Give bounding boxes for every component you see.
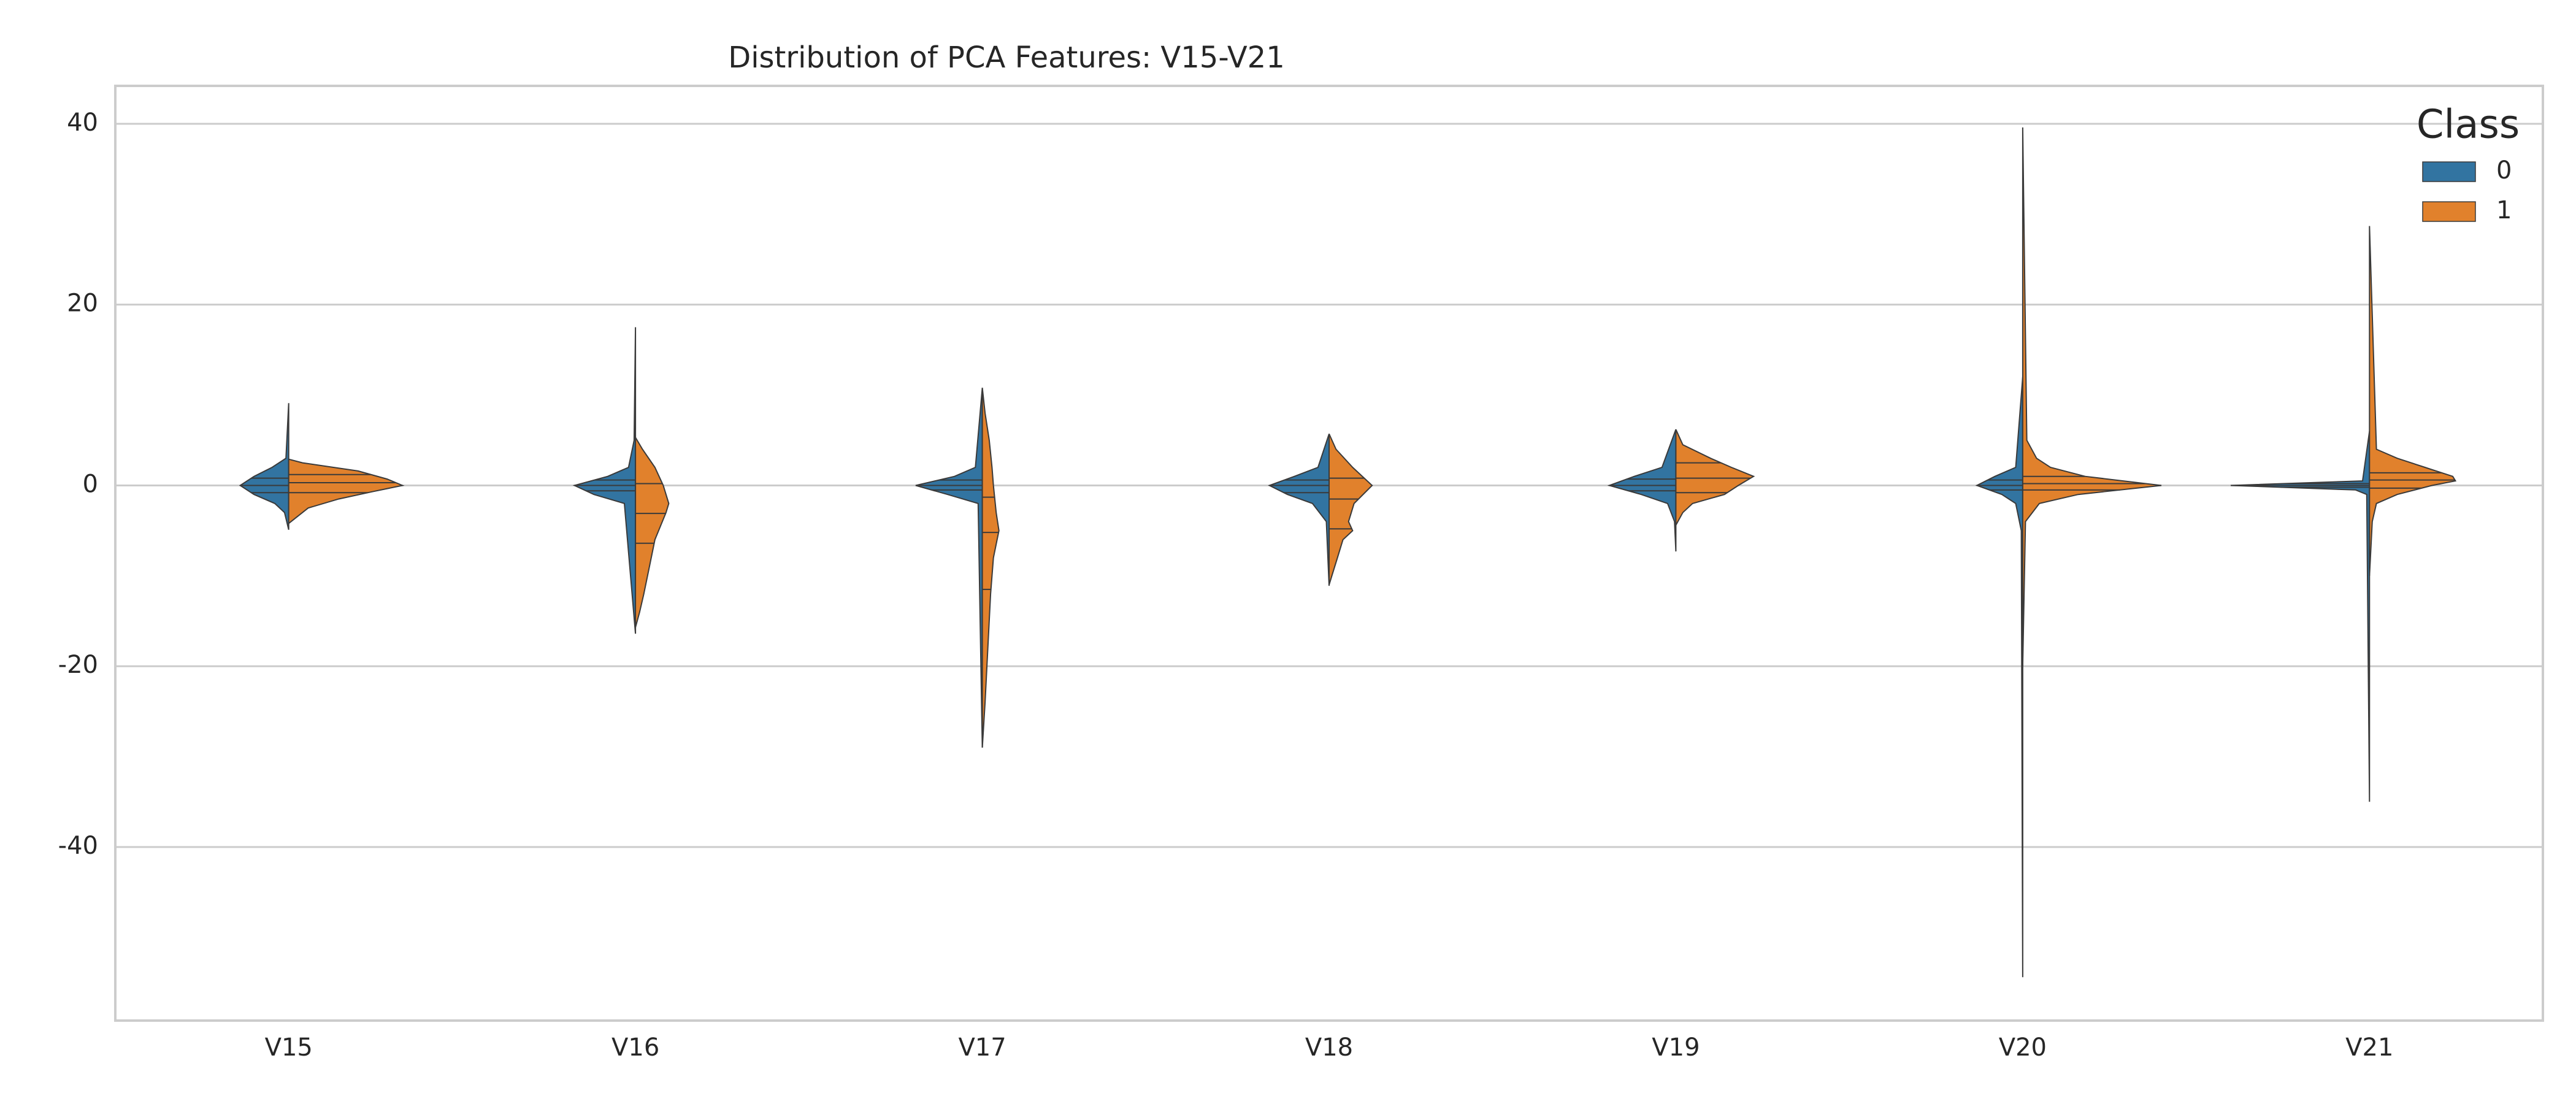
y-tick-label: -40 — [58, 832, 98, 860]
x-tick-label: V20 — [1999, 1033, 2047, 1062]
x-tick-label: V18 — [1305, 1033, 1353, 1062]
x-tick-label: V16 — [611, 1033, 659, 1062]
violin-half — [1675, 429, 1755, 526]
violin-half — [288, 458, 405, 525]
violin-half — [635, 435, 670, 628]
y-tick-label: 0 — [83, 470, 98, 498]
legend-swatch — [2422, 201, 2476, 222]
violin-half — [1975, 377, 2023, 978]
x-tick-label: V15 — [265, 1033, 313, 1062]
y-tick-label: 20 — [67, 289, 98, 318]
violin-half — [915, 388, 983, 748]
x-tick-label: V17 — [958, 1033, 1006, 1062]
violin-half — [981, 388, 1000, 748]
violin-half — [2231, 431, 2371, 802]
legend-label: 1 — [2496, 196, 2512, 224]
chart-title: Distribution of PCA Features: V15-V21 — [728, 40, 1285, 75]
violin-half — [1328, 433, 1373, 585]
legend-title: Class — [2417, 102, 2520, 148]
violin-half — [2022, 127, 2162, 667]
y-tick-label: -20 — [58, 651, 98, 679]
legend-swatch — [2422, 161, 2476, 182]
x-tick-label: V19 — [1652, 1033, 1700, 1062]
plot-border — [114, 85, 2544, 1022]
violin-half — [1268, 434, 1330, 586]
y-tick-label: 40 — [67, 109, 98, 137]
legend-label: 0 — [2496, 156, 2512, 185]
x-tick-label: V21 — [2345, 1033, 2393, 1062]
violin-half — [239, 403, 289, 530]
